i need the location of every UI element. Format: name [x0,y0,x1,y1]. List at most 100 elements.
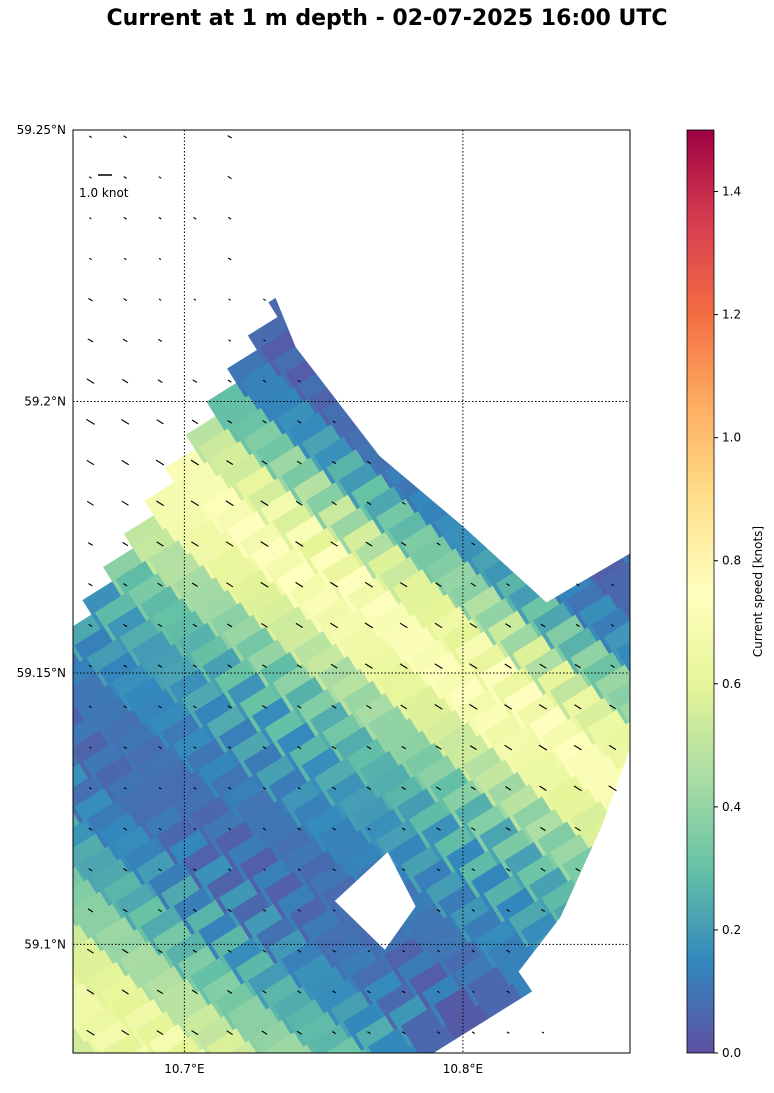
current-arrow [366,745,372,750]
current-arrow [226,1030,233,1035]
current-arrow [122,378,129,384]
current-arrow [225,541,234,547]
speed-cell [587,62,642,117]
current-arrow [434,704,443,710]
speed-cell [0,814,51,869]
current-arrow [574,704,582,710]
current-arrow [262,420,267,424]
current-arrow [158,909,162,912]
current-arrow [366,501,372,506]
speed-cell [636,434,691,489]
current-arrow [332,949,336,953]
speed-cell [628,157,630,213]
current-arrow [227,257,232,261]
current-arrow [228,339,232,342]
speed-cell [0,976,51,1031]
speed-cell [471,54,526,109]
current-arrow [193,868,197,872]
current-arrow [435,786,442,791]
speed-cell [628,318,630,374]
current-arrow [156,1030,164,1036]
current-arrow [297,746,302,750]
current-arrow [88,583,93,587]
colorbar-tick-label: 1.2 [722,308,741,322]
current-arrow [331,501,337,506]
current-arrow [88,257,92,261]
speed-cell [632,376,687,431]
current-arrow [121,459,130,466]
current-arrow [156,989,164,995]
current-arrow [263,868,266,871]
current-arrow [86,418,95,425]
speed-cell [607,674,630,730]
current-arrow [539,663,547,669]
current-arrow [263,339,266,342]
current-arrow [89,217,92,220]
current-arrow [611,583,615,586]
speed-cell [611,570,630,626]
current-arrow [262,949,267,953]
colorbar-label: Current speed [knots] [751,526,765,657]
current-arrow [88,664,92,668]
speed-cell [636,273,691,328]
current-arrow [505,623,512,628]
speed-cell [0,711,55,766]
current-arrow [297,705,302,709]
y-tick-label: 59.1°N [24,937,66,951]
current-arrow [364,581,373,588]
plot-frame [72,129,631,1054]
current-arrow [227,990,233,994]
current-arrow [262,909,267,912]
current-arrow [260,541,269,547]
chart-title: Current at 1 m depth - 02-07-2025 16:00 … [106,6,668,31]
current-arrow [332,909,336,912]
current-arrow [226,460,234,465]
current-arrow [506,990,510,994]
colorbar-tick-label: 1.4 [722,185,741,199]
current-arrow [505,868,511,872]
speed-cell [0,872,55,927]
current-arrow [193,787,197,790]
current-arrow [295,500,303,506]
current-arrow [158,216,162,220]
current-arrow [437,949,440,953]
speed-cell [73,1050,126,1053]
y-tick-label: 59.2°N [24,394,66,408]
current-arrow [470,786,476,791]
current-arrow [227,949,232,953]
speed-cell [302,1067,357,1093]
current-arrow [86,378,95,384]
current-arrow [539,704,547,710]
current-arrow [330,663,338,669]
current-arrow [228,298,231,301]
speed-cell [628,802,630,858]
land-island-north-2 [170,206,221,282]
current-arrow [227,746,232,749]
current-arrow [157,582,163,587]
current-arrow [227,216,232,220]
current-arrow [123,176,127,179]
current-arrow [227,420,233,424]
speed-cell [0,1034,55,1089]
current-arrow [332,461,337,465]
x-tick-label: 10.8°E [443,1062,483,1076]
speed-cell [25,1058,80,1093]
colorbar: 0.0 0.2 0.4 0.6 0.8 1.0 1.2 1.4 Current speed [k… [686,129,765,1060]
current-arrow [262,746,267,750]
current-arrow [192,908,197,912]
current-arrow [366,461,371,465]
speed-cell [624,421,630,478]
speed-cell [211,1083,266,1093]
current-arrow [297,420,302,424]
current-arrow [193,298,197,301]
current-arrow [434,622,443,629]
current-arrow [260,581,269,588]
speed-cell [0,757,47,812]
current-arrow [123,298,128,302]
current-arrow [227,786,232,790]
current-arrow [296,460,302,465]
current-arrow [332,990,336,994]
current-arrow [400,582,408,588]
current-arrow [367,950,371,953]
current-arrow [364,663,373,669]
